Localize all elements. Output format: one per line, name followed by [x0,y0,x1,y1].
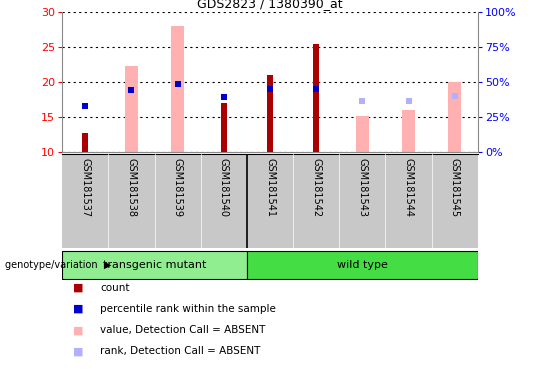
Text: GSM181542: GSM181542 [311,158,321,217]
Bar [171,25,184,152]
Text: GSM181545: GSM181545 [450,158,460,217]
Text: GSM181539: GSM181539 [173,158,183,217]
Text: genotype/variation  ▶: genotype/variation ▶ [5,260,112,270]
Bar [82,133,89,152]
Text: ■: ■ [73,304,83,314]
Bar [402,110,415,152]
Title: GDS2823 / 1380390_at: GDS2823 / 1380390_at [197,0,343,10]
Text: count: count [100,283,130,293]
Text: percentile rank within the sample: percentile rank within the sample [100,304,276,314]
Text: GSM181538: GSM181538 [126,158,137,217]
Text: wild type: wild type [337,260,388,270]
Text: value, Detection Call = ABSENT: value, Detection Call = ABSENT [100,325,265,335]
Text: GSM181543: GSM181543 [357,158,367,217]
Bar [220,103,227,152]
Bar [356,116,369,152]
Text: ■: ■ [73,346,83,356]
Text: ■: ■ [73,283,83,293]
Bar [448,82,461,152]
Text: rank, Detection Call = ABSENT: rank, Detection Call = ABSENT [100,346,260,356]
Bar [267,74,273,152]
Bar [247,251,478,279]
Bar [62,251,247,279]
Text: ■: ■ [73,325,83,335]
Text: GSM181537: GSM181537 [80,158,90,217]
Text: GSM181544: GSM181544 [403,158,414,217]
Text: GSM181540: GSM181540 [219,158,229,217]
Text: GSM181541: GSM181541 [265,158,275,217]
Text: transgenic mutant: transgenic mutant [103,260,206,270]
Bar [125,66,138,152]
Bar [313,45,320,152]
